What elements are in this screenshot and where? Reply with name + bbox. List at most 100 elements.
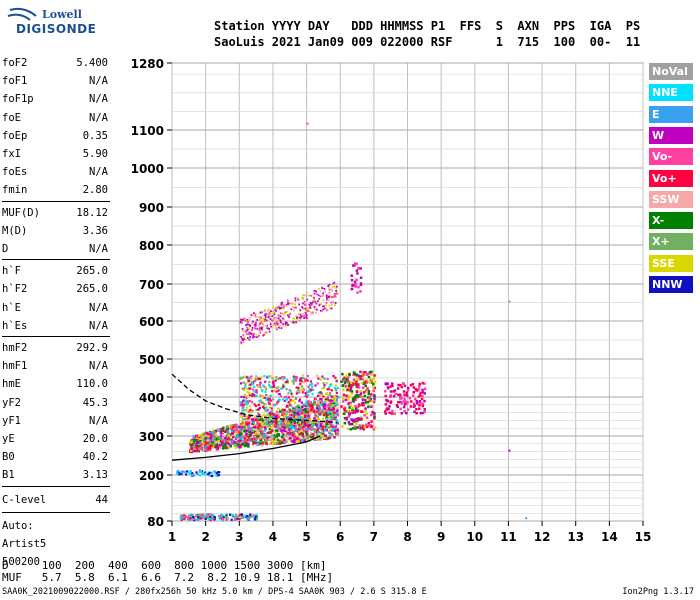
echo-point: [371, 399, 374, 403]
echo-point: [351, 406, 355, 410]
echo-point: [294, 306, 297, 309]
echo-point: [198, 474, 202, 477]
echo-point: [306, 390, 310, 394]
echo-point: [254, 323, 256, 326]
echo-point: [354, 407, 358, 411]
echo-point: [290, 423, 293, 426]
echo-point: [405, 391, 409, 394]
echo-point: [402, 400, 405, 404]
echo-point: [247, 416, 251, 419]
echo-point: [296, 435, 299, 439]
echo-point: [349, 386, 353, 389]
echo-point: [331, 395, 334, 398]
echo-point: [254, 424, 257, 427]
echo-point: [322, 403, 325, 406]
echo-point: [302, 307, 304, 310]
echo-point: [292, 422, 295, 425]
echo-point: [247, 392, 251, 395]
echo-point: [356, 377, 359, 381]
param-label: h`Es: [2, 319, 28, 332]
echo-point: [234, 446, 238, 449]
echo-point: [412, 386, 416, 389]
auto-scaling-info: Artist5: [2, 538, 47, 550]
echo-point: [198, 470, 202, 473]
echo-point: [191, 474, 194, 477]
echo-point: [268, 402, 271, 405]
echo-point: [293, 433, 297, 436]
echo-point: [316, 425, 319, 429]
echo-point: [301, 306, 304, 308]
echo-point: [281, 410, 285, 413]
echo-point: [308, 412, 312, 416]
echo-point: [316, 293, 318, 296]
echo-point: [267, 400, 270, 403]
echo-point: [247, 442, 250, 446]
echo-point: [263, 432, 266, 436]
echo-point: [201, 517, 204, 520]
echo-point: [288, 408, 291, 411]
echo-point: [244, 514, 247, 517]
echo-point: [281, 431, 284, 434]
logo-line2: DIGISONDE: [16, 22, 97, 36]
echo-point: [283, 414, 286, 417]
footer-muf-row: MUF 5.7 5.8 6.1 6.6 7.2 8.2 10.9 18.1 [M…: [2, 571, 334, 584]
echo-point: [221, 519, 224, 522]
echo-point: [327, 291, 330, 294]
echo-point: [292, 375, 296, 378]
echo-point: [269, 315, 272, 318]
echo-point: [317, 417, 320, 421]
echo-point: [372, 428, 376, 431]
echo-point: [243, 403, 247, 406]
echo-point: [208, 471, 211, 474]
echo-point: [361, 378, 364, 381]
legend-item-nne: NNE: [649, 84, 693, 102]
param-value: N/A: [89, 75, 108, 88]
echo-point: [284, 325, 287, 327]
echo-point: [280, 303, 283, 306]
echo-point: [195, 434, 198, 438]
echo-point: [268, 418, 271, 422]
echo-point: [185, 473, 188, 476]
echo-point: [196, 448, 199, 451]
echo-point: [192, 445, 196, 449]
echo-point: [246, 427, 249, 431]
echo-point: [239, 436, 242, 440]
echo-point: [351, 383, 354, 387]
echo-point: [281, 312, 284, 315]
echo-point: [409, 400, 413, 403]
echo-point: [221, 447, 225, 450]
echo-point: [319, 295, 322, 298]
echo-point: [294, 377, 297, 381]
echo-point: [285, 428, 289, 431]
echo-point: [352, 381, 355, 385]
echo-point: [355, 373, 359, 376]
echo-point: [253, 335, 256, 338]
echo-point: [356, 406, 359, 409]
echo-point: [262, 413, 265, 416]
echo-point: [247, 410, 250, 413]
echo-point: [332, 301, 335, 304]
echo-point: [286, 314, 289, 317]
echo-point: [243, 439, 246, 443]
echo-point: [248, 330, 251, 333]
echo-point: [325, 400, 328, 403]
echo-point: [327, 436, 330, 440]
echo-point: [295, 437, 299, 441]
echo-point: [250, 431, 254, 434]
echo-point: [403, 409, 406, 413]
echo-point: [239, 320, 242, 323]
echo-point: [273, 434, 276, 437]
echo-point: [218, 471, 221, 474]
echo-point: [291, 413, 295, 416]
echo-point: [282, 436, 285, 440]
echo-point: [327, 407, 330, 410]
echo-point: [248, 430, 251, 434]
echo-point: [208, 444, 212, 448]
echo-point: [354, 383, 357, 386]
echo-point: [319, 438, 322, 441]
echo-point: [300, 422, 304, 425]
echo-point: [273, 424, 276, 427]
x-tick-label: 8: [403, 530, 411, 544]
echo-point: [340, 405, 343, 408]
echo-point: [251, 409, 254, 412]
